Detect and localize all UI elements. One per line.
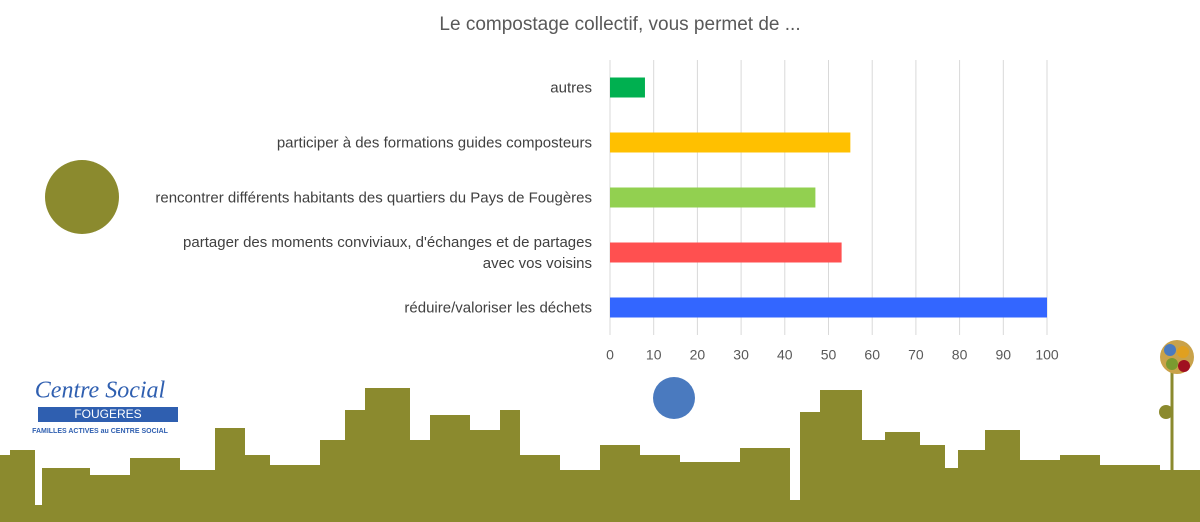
bar <box>610 77 645 98</box>
category-label: autres <box>550 79 592 96</box>
x-tick-label: 20 <box>690 347 706 363</box>
x-tick-label: 0 <box>606 347 614 363</box>
category-label: participer à des formations guides compo… <box>276 134 592 151</box>
decor-circle <box>653 377 695 419</box>
tree-dot <box>1177 346 1189 358</box>
x-tick-label: 50 <box>821 347 837 363</box>
x-tick-label: 70 <box>908 347 924 363</box>
x-tick-label: 60 <box>864 347 880 363</box>
bar <box>610 132 851 153</box>
category-label: rencontrer différents habitants des quar… <box>155 189 592 206</box>
x-tick-label: 10 <box>646 347 662 363</box>
chart-title: Le compostage collectif, vous permet de … <box>439 14 800 35</box>
x-tick-label: 100 <box>1035 347 1059 363</box>
logo-city: FOUGERES <box>74 407 141 421</box>
x-tick-label: 80 <box>952 347 968 363</box>
decor-circle <box>45 160 119 234</box>
x-tick-label: 40 <box>777 347 793 363</box>
x-tick-label: 90 <box>996 347 1012 363</box>
x-tick-label: 30 <box>733 347 749 363</box>
tree-dot <box>1164 344 1176 356</box>
logo-band <box>38 407 178 422</box>
logo-name: Centre Social <box>35 378 166 404</box>
skyline <box>0 388 1200 522</box>
tree-dot <box>1178 360 1190 372</box>
tree-dot <box>1166 358 1178 370</box>
tree-leaf <box>1159 405 1173 419</box>
bar <box>610 187 816 208</box>
bar <box>610 297 1047 318</box>
category-label: réduire/valoriser les déchets <box>404 299 592 316</box>
bar <box>610 242 842 263</box>
logo-tagline: FAMILLES ACTIVES au CENTRE SOCIAL <box>32 428 169 435</box>
category-label: partager des moments conviviaux, d'échan… <box>183 233 592 272</box>
